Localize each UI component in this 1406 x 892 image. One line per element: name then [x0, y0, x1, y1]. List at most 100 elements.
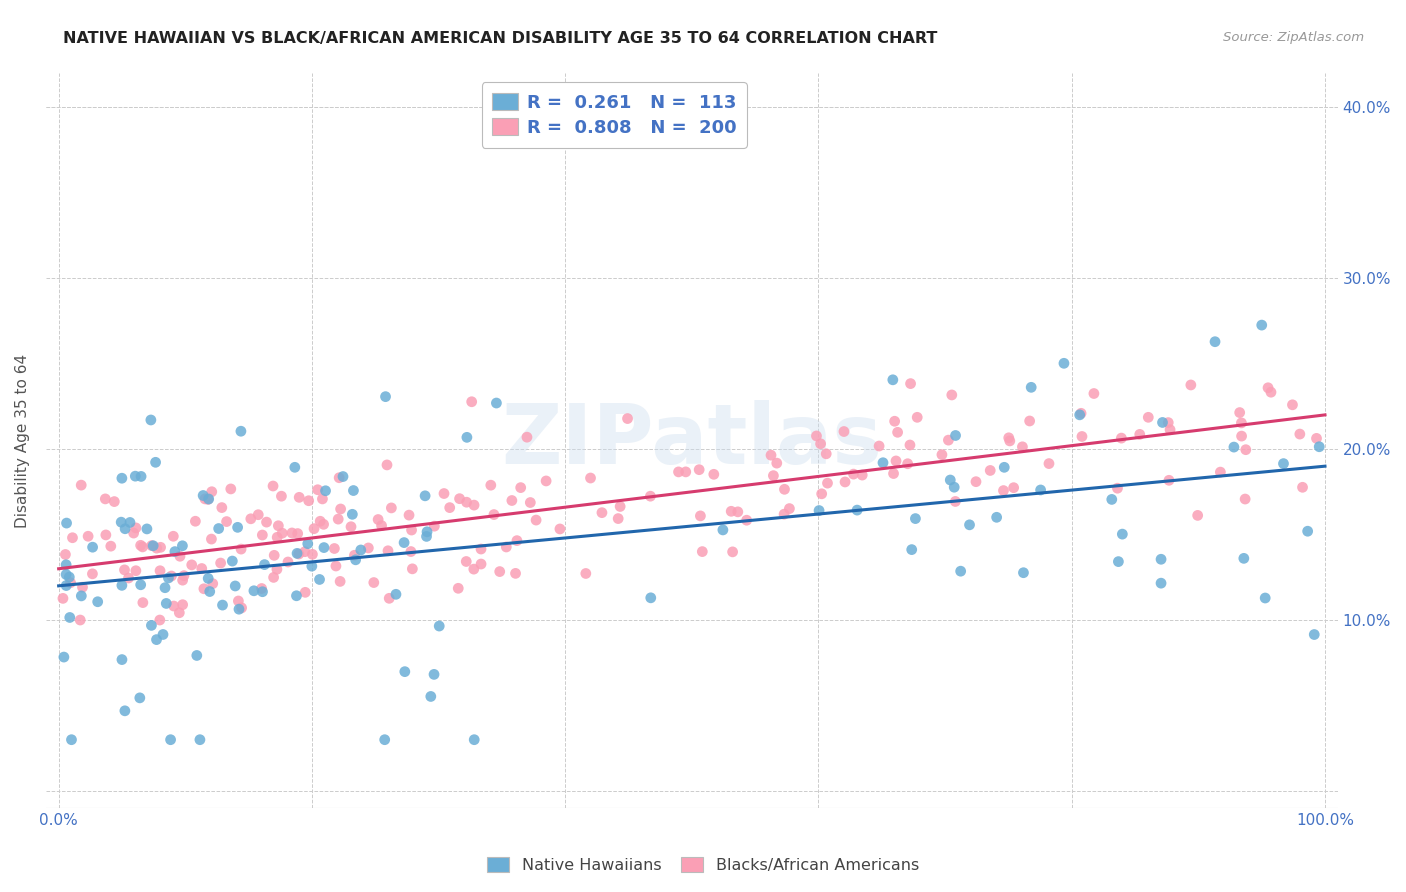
Point: [169, 549, 191, 564]
Point: [287, 526, 309, 541]
Point: [219, 482, 242, 496]
Point: [266, 530, 288, 544]
Point: [1204, 334, 1226, 349]
Point: [1288, 427, 1310, 442]
Point: [377, 543, 399, 558]
Point: [380, 500, 402, 515]
Point: [609, 500, 631, 514]
Point: [883, 467, 905, 481]
Point: [1250, 318, 1272, 332]
Point: [250, 582, 273, 596]
Point: [720, 504, 742, 518]
Point: [152, 627, 174, 641]
Point: [488, 565, 510, 579]
Point: [375, 458, 398, 472]
Point: [979, 463, 1001, 477]
Point: [778, 501, 800, 516]
Point: [1129, 427, 1152, 442]
Point: [883, 414, 905, 428]
Point: [1152, 416, 1174, 430]
Point: [309, 514, 332, 528]
Point: [832, 425, 855, 439]
Point: [1234, 491, 1257, 506]
Point: [110, 515, 132, 529]
Point: [153, 581, 176, 595]
Point: [111, 652, 134, 666]
Point: [398, 508, 420, 522]
Point: [188, 732, 211, 747]
Y-axis label: Disability Age 35 to 64: Disability Age 35 to 64: [15, 353, 30, 527]
Point: [938, 433, 960, 447]
Point: [759, 448, 782, 462]
Point: [266, 562, 288, 576]
Point: [70, 478, 93, 492]
Point: [247, 508, 270, 522]
Point: [69, 613, 91, 627]
Point: [1233, 551, 1256, 566]
Point: [211, 500, 233, 515]
Point: [1281, 398, 1303, 412]
Point: [163, 599, 186, 613]
Point: [1296, 524, 1319, 539]
Point: [215, 515, 238, 529]
Point: [1107, 555, 1129, 569]
Point: [198, 584, 221, 599]
Point: [949, 564, 972, 578]
Point: [226, 520, 249, 534]
Point: [401, 523, 423, 537]
Point: [941, 388, 963, 402]
Point: [122, 526, 145, 541]
Point: [114, 522, 136, 536]
Point: [808, 503, 831, 517]
Point: [374, 390, 396, 404]
Point: [149, 613, 172, 627]
Point: [1260, 385, 1282, 400]
Point: [806, 429, 828, 443]
Point: [288, 491, 311, 505]
Point: [399, 544, 422, 558]
Point: [301, 547, 323, 561]
Text: NATIVE HAWAIIAN VS BLACK/AFRICAN AMERICAN DISABILITY AGE 35 TO 64 CORRELATION CH: NATIVE HAWAIIAN VS BLACK/AFRICAN AMERICA…: [63, 31, 938, 46]
Legend: Native Hawaiians, Blacks/African Americans: Native Hawaiians, Blacks/African America…: [481, 851, 925, 880]
Point: [447, 582, 470, 596]
Point: [534, 474, 557, 488]
Point: [297, 536, 319, 550]
Point: [350, 543, 373, 558]
Point: [834, 475, 856, 489]
Point: [142, 539, 165, 553]
Point: [516, 430, 538, 444]
Point: [118, 516, 141, 530]
Point: [253, 558, 276, 572]
Point: [302, 522, 325, 536]
Point: [125, 564, 148, 578]
Point: [882, 373, 904, 387]
Point: [943, 494, 966, 508]
Point: [688, 463, 710, 477]
Point: [270, 489, 292, 503]
Point: [252, 584, 274, 599]
Point: [55, 578, 77, 592]
Point: [689, 508, 711, 523]
Point: [94, 528, 117, 542]
Point: [846, 503, 869, 517]
Point: [169, 606, 191, 620]
Point: [163, 544, 186, 558]
Point: [367, 512, 389, 526]
Point: [145, 455, 167, 469]
Point: [332, 469, 354, 483]
Point: [374, 732, 396, 747]
Point: [135, 522, 157, 536]
Legend: R =  0.261   N =  113, R =  0.808   N =  200: R = 0.261 N = 113, R = 0.808 N = 200: [481, 82, 747, 147]
Point: [765, 456, 787, 470]
Point: [228, 602, 250, 616]
Point: [1107, 481, 1129, 495]
Point: [998, 434, 1021, 448]
Point: [385, 587, 408, 601]
Point: [579, 471, 602, 485]
Point: [1308, 440, 1330, 454]
Point: [1150, 576, 1173, 591]
Point: [868, 439, 890, 453]
Point: [55, 548, 77, 562]
Point: [675, 465, 697, 479]
Point: [82, 566, 104, 581]
